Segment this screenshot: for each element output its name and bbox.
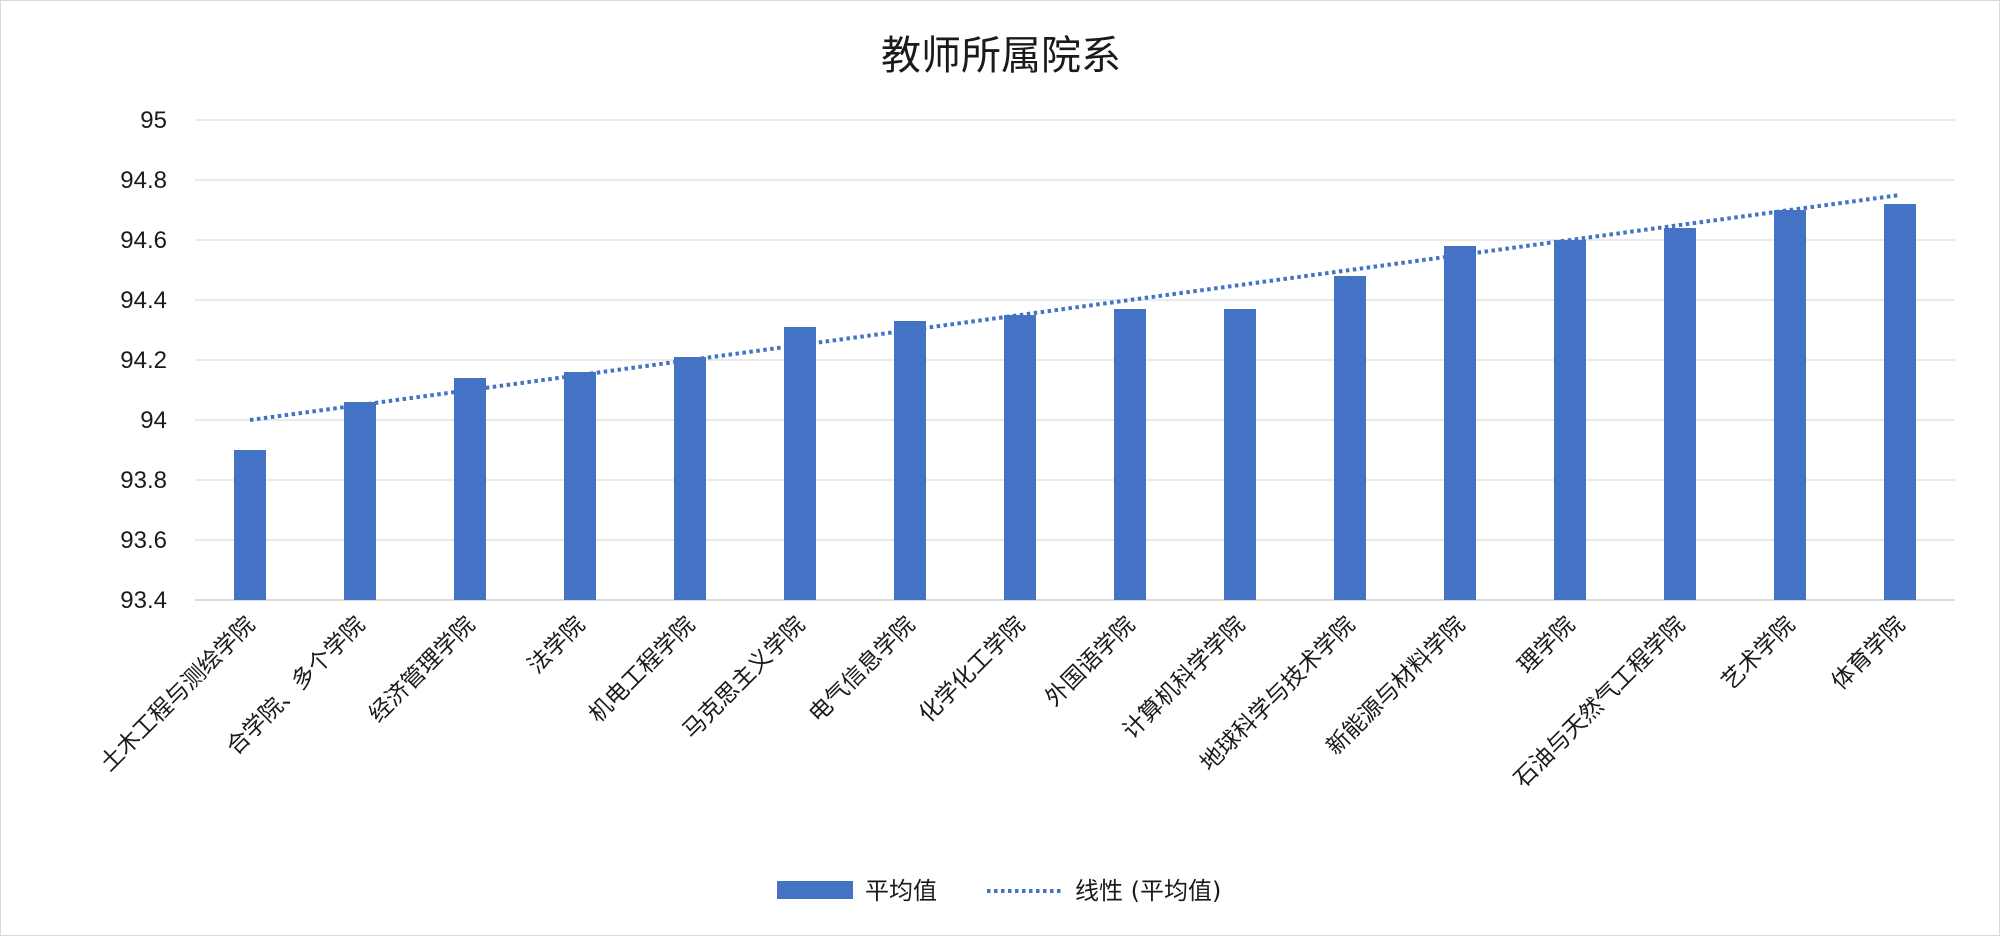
bar xyxy=(1114,309,1146,600)
bar xyxy=(1334,276,1366,600)
bar xyxy=(1554,240,1586,600)
trend-layer xyxy=(249,193,1901,422)
bar xyxy=(454,378,486,600)
bar xyxy=(674,357,706,600)
chart-title: 教师所属院系 xyxy=(881,33,1121,79)
y-axis: 93.4 93.6 93.8 94 94.2 94.4 94.6 94.8 95 xyxy=(120,107,167,614)
legend-trend-label: 线性 (平均值) xyxy=(1075,877,1221,905)
bar xyxy=(1444,246,1476,600)
y-tick-label: 94 xyxy=(140,407,167,434)
x-category-label: 电气信息学院 xyxy=(804,612,920,728)
y-tick-label: 93.8 xyxy=(120,467,167,494)
x-category-label: 艺术学院 xyxy=(1717,612,1800,695)
x-category-label: 体育学院 xyxy=(1827,612,1910,695)
y-tick-label: 94.2 xyxy=(120,347,167,374)
legend-bar-label: 平均值 xyxy=(865,877,937,905)
bar xyxy=(564,372,596,600)
trendline xyxy=(249,193,1901,422)
bar xyxy=(1224,309,1256,600)
bar xyxy=(1004,315,1036,600)
grid-layer xyxy=(195,119,1955,601)
bars-layer xyxy=(234,204,1916,600)
bar xyxy=(1774,210,1806,600)
x-category-label: 法学院 xyxy=(523,612,590,679)
bar xyxy=(894,321,926,600)
x-category-label: 理学院 xyxy=(1513,612,1580,679)
y-tick-label: 94.4 xyxy=(120,287,167,314)
bar xyxy=(1884,204,1916,600)
y-tick-label: 94.6 xyxy=(120,227,167,254)
y-tick-label: 94.8 xyxy=(120,167,167,194)
y-tick-label: 95 xyxy=(140,107,167,134)
x-category-label: 经济管理学院 xyxy=(364,612,480,728)
x-category-label: 化学化工学院 xyxy=(914,612,1030,728)
bar xyxy=(784,327,816,600)
x-category-label: 外国语学院 xyxy=(1041,612,1141,712)
bar xyxy=(344,402,376,600)
x-category-label: 机电工程学院 xyxy=(584,612,700,728)
legend: 平均值 线性 (平均值) xyxy=(777,877,1221,905)
legend-bar-swatch xyxy=(777,881,853,899)
y-tick-label: 93.4 xyxy=(120,587,167,614)
y-tick-label: 93.6 xyxy=(120,527,167,554)
bar xyxy=(234,450,266,600)
bar xyxy=(1664,228,1696,600)
